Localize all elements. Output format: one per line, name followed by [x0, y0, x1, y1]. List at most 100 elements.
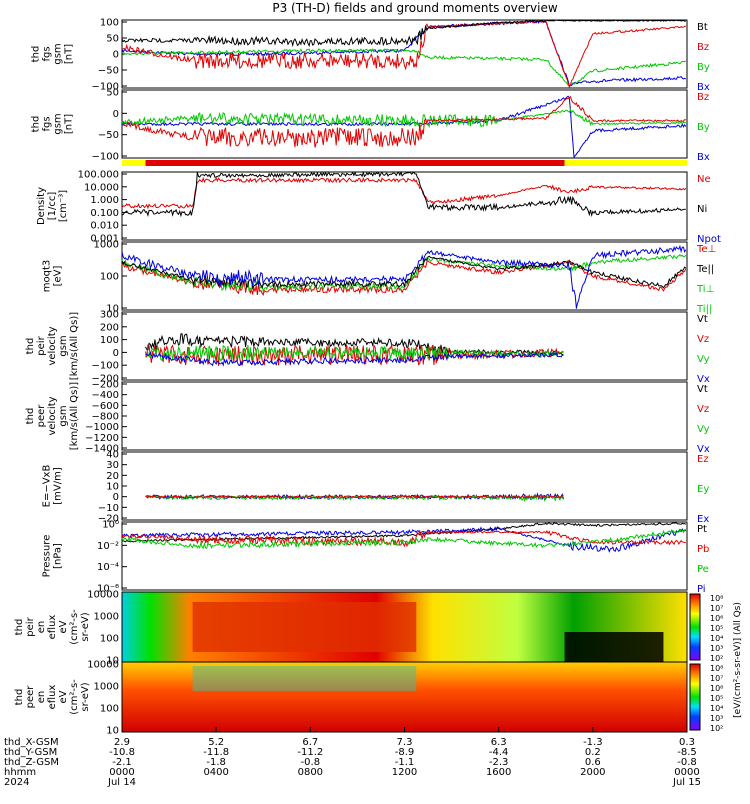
legend-pressure-pt: Pt — [697, 524, 707, 535]
series-by2 — [121, 107, 686, 129]
y-axis-label: fgs — [42, 116, 53, 131]
legend-vi-vt: Vt — [697, 314, 708, 325]
y-tick-label: −200 — [92, 380, 119, 391]
series-vy — [145, 344, 564, 362]
y-tick-label: −50 — [98, 130, 119, 141]
colorbar-tick: 10⁵ — [710, 624, 723, 633]
y-tick-label: 0.100 — [90, 208, 119, 219]
y-tick-label: −1000 — [85, 422, 119, 433]
x-tick-value: -8.5 — [677, 747, 697, 758]
series-ne — [121, 176, 687, 210]
y-tick-label: 100 — [100, 634, 119, 645]
legend-temp-te⊥: Te⊥ — [696, 244, 716, 255]
y-axis-label: thd — [14, 619, 25, 636]
mode-bar-fast — [145, 160, 565, 166]
legend-efield-ex: Ex — [697, 514, 709, 525]
y-tick-label: 10000 — [87, 660, 119, 671]
panel-frame — [121, 451, 688, 521]
colorbar-ion — [689, 593, 701, 661]
y-axis-label: velocity — [47, 396, 58, 435]
y-axis-label: [eV] — [53, 266, 64, 287]
ion-spectrogram-gap — [564, 632, 664, 662]
legend-pressure-pb: Pb — [697, 544, 709, 555]
y-axis-label: sr-eV) — [80, 612, 91, 641]
panel-frame — [121, 19, 688, 89]
y-tick-label: 100 — [100, 272, 119, 283]
y-tick-label: 0 — [113, 109, 119, 120]
y-axis-label: peir — [25, 616, 36, 636]
colorbar-tick: 10⁸ — [710, 664, 723, 673]
legend-ve-vy: Vy — [697, 424, 710, 435]
x-tick-value: Jul 15 — [672, 777, 701, 788]
series-pi — [121, 526, 686, 553]
x-tick-value: 0000 — [109, 767, 134, 778]
figure-title: P3 (TH-D) fields and ground moments over… — [272, 1, 557, 15]
colorbar-tick: 10⁴ — [710, 704, 723, 713]
legend-density-ni: Ni — [697, 204, 707, 215]
y-axis-label: [km/s(All Qs)] — [69, 382, 80, 450]
y-tick-label: 200 — [100, 322, 119, 333]
legend-temp-ti||: Ti|| — [696, 304, 712, 315]
colorbar-tick: 10⁸ — [710, 594, 723, 603]
y-axis-label: fgs — [42, 46, 53, 61]
panel-frame — [121, 171, 688, 241]
y-tick-label: 10000 — [87, 590, 119, 601]
x-tick-value: 2.9 — [114, 737, 130, 748]
series-by — [121, 48, 687, 87]
y-tick-label: 100 — [100, 335, 119, 346]
legend-fgs-bx: Bx — [697, 82, 710, 93]
colorbar-tick: 10⁷ — [710, 674, 723, 683]
y-tick-label: −100 — [92, 152, 119, 163]
x-tick-value: 5.2 — [208, 737, 224, 748]
mode-bar-slow-end — [564, 160, 687, 166]
y-tick-label: 10⁻⁴ — [97, 562, 119, 573]
series-bx2 — [121, 95, 687, 159]
y-tick-label: 10 — [106, 726, 119, 737]
x-tick-value: -2.3 — [489, 757, 509, 768]
series-ni — [121, 170, 686, 218]
y-axis-label: gsm — [58, 335, 69, 356]
legend-fgs2-bz: Bz — [697, 92, 709, 103]
colorbar-tick: 10⁵ — [710, 694, 723, 703]
series-pe — [121, 528, 686, 550]
colorbar-tick: 10² — [710, 654, 723, 663]
y-axis-label: peer — [36, 404, 47, 428]
y-axis-label: peir — [36, 335, 47, 355]
panel-frame — [121, 311, 688, 381]
y-axis-label: thd — [31, 116, 42, 133]
y-tick-label: 0.010 — [90, 221, 119, 232]
y-tick-label: 0.001 — [90, 234, 119, 245]
x-tick-value: -1.3 — [583, 737, 603, 748]
colorbar-tick: 10⁶ — [710, 684, 723, 693]
series-npot — [121, 244, 687, 309]
x-tick-value: 7.3 — [397, 737, 413, 748]
y-axis-label: [nT] — [64, 114, 75, 134]
x-row-label: hhmm — [4, 767, 36, 778]
y-tick-label: 1000 — [94, 682, 119, 693]
x-tick-value: -11.8 — [203, 747, 229, 758]
y-tick-label: 1000 — [94, 612, 119, 623]
y-tick-label: 0 — [113, 50, 119, 61]
panel-fgs: thd fgs gsm [nT] 100 50 0 −50 −100 Bt Bz By Bx — [31, 18, 710, 94]
y-tick-label: −200 — [92, 374, 119, 385]
y-axis-label: [km/s(All Qs)] — [69, 312, 80, 380]
colorbar-label: [eV/(cm²-s-sr-eV)] (All Qs) — [733, 602, 743, 718]
y-tick-label: 10⁰ — [102, 520, 119, 531]
y-tick-label: 10⁻² — [97, 541, 119, 552]
y-tick-label: −50 — [98, 66, 119, 77]
y-axis-label: eflux — [47, 685, 58, 710]
y-tick-label: 100 — [100, 704, 119, 715]
panel-ve: thd peer velocity gsm [km/s(All Qs)] −200−400… — [25, 380, 710, 456]
x-tick-value: -0.8 — [677, 757, 697, 768]
y-axis-label: [nT] — [64, 44, 75, 64]
y-tick-label: 10 — [106, 656, 119, 667]
series-te-par — [121, 255, 687, 290]
legend-fgs2-bx: Bx — [697, 152, 710, 163]
y-axis-label: en — [36, 691, 47, 704]
series-bt — [121, 19, 686, 48]
